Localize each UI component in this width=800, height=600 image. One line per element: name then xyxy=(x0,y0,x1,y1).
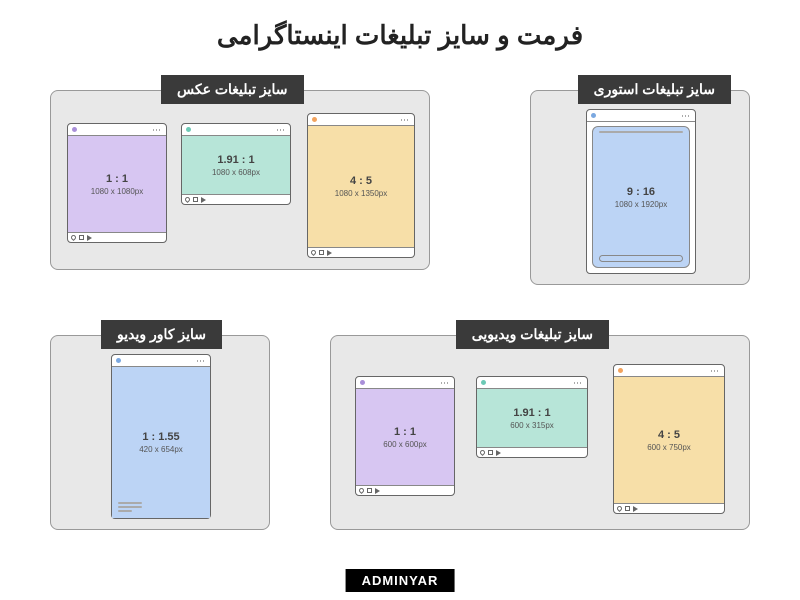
caption-lines-icon xyxy=(118,500,142,512)
dot-icon xyxy=(360,380,365,385)
heart-icon xyxy=(70,234,77,241)
ratio-text: 1 : 1 xyxy=(106,173,128,185)
ratio-text: 1.91 : 1 xyxy=(513,407,550,419)
dot-icon xyxy=(116,358,121,363)
menu-icon xyxy=(276,129,286,131)
cover-card: 1 : 1.55 420 x 654px xyxy=(111,354,211,519)
comment-icon xyxy=(625,506,630,511)
menu-icon xyxy=(440,382,450,384)
dot-icon xyxy=(72,127,77,132)
card-header xyxy=(308,114,414,126)
heart-icon xyxy=(310,249,317,256)
card-footer xyxy=(614,503,724,513)
story-inner: 9 : 16 1080 x 1920px xyxy=(592,126,690,268)
dot-icon xyxy=(618,368,623,373)
panel-cover-label: سایز کاور ویدیو xyxy=(101,320,222,349)
share-icon xyxy=(375,488,383,494)
ratio-text: 1.91 : 1 xyxy=(217,154,254,166)
panel-story-label: سایز تبلیغات استوری xyxy=(578,75,731,104)
video-card-1-1: 1 : 1 600 x 600px xyxy=(355,376,455,496)
menu-icon xyxy=(710,370,720,372)
share-icon xyxy=(496,450,504,456)
card-body: 1.91 : 1 600 x 315px xyxy=(477,389,587,447)
card-header xyxy=(614,365,724,377)
panel-video-label: سایز تبلیغات ویدیویی xyxy=(456,320,609,349)
page-title: فرمت و سایز تبلیغات اینستاگرامی xyxy=(0,0,800,65)
dot-icon xyxy=(312,117,317,122)
heart-icon xyxy=(358,487,365,494)
dot-icon xyxy=(481,380,486,385)
story-reply-icon xyxy=(599,255,683,262)
ratio-text: 9 : 16 xyxy=(627,186,655,198)
ratio-text: 1 : 1.55 xyxy=(142,431,179,443)
dim-text: 1080 x 1350px xyxy=(335,189,388,198)
menu-icon xyxy=(196,360,206,362)
card-footer xyxy=(356,485,454,495)
photo-card-1-1: 1 : 1 1080 x 1080px xyxy=(67,123,167,243)
dot-icon xyxy=(186,127,191,132)
menu-icon xyxy=(152,129,162,131)
heart-icon xyxy=(479,449,486,456)
dim-text: 1080 x 608px xyxy=(212,168,260,177)
dot-icon xyxy=(591,113,596,118)
panel-video: سایز تبلیغات ویدیویی 1 : 1 600 x 600px 1… xyxy=(330,335,750,530)
comment-icon xyxy=(367,488,372,493)
card-header xyxy=(356,377,454,389)
dim-text: 1080 x 1080px xyxy=(91,187,144,196)
card-header xyxy=(587,110,695,122)
comment-icon xyxy=(79,235,84,240)
panel-story: سایز تبلیغات استوری 9 : 16 1080 x 1920px xyxy=(530,90,750,285)
menu-icon xyxy=(400,119,410,121)
card-footer xyxy=(182,194,290,204)
video-card-4-5: 4 : 5 600 x 750px xyxy=(613,364,725,514)
menu-icon xyxy=(573,382,583,384)
share-icon xyxy=(633,506,641,512)
card-header xyxy=(112,355,210,367)
heart-icon xyxy=(184,196,191,203)
dim-text: 600 x 600px xyxy=(383,440,427,449)
comment-icon xyxy=(319,250,324,255)
card-header xyxy=(477,377,587,389)
card-body: 4 : 5 1080 x 1350px xyxy=(308,126,414,247)
ratio-text: 4 : 5 xyxy=(350,175,372,187)
heart-icon xyxy=(616,505,623,512)
ratio-text: 4 : 5 xyxy=(658,429,680,441)
story-card: 9 : 16 1080 x 1920px xyxy=(586,109,696,274)
comment-icon xyxy=(193,197,198,202)
dim-text: 1080 x 1920px xyxy=(615,200,668,209)
share-icon xyxy=(327,250,335,256)
brand-footer: ADMINYAR xyxy=(346,569,455,592)
share-icon xyxy=(87,235,95,241)
photo-card-4-5: 4 : 5 1080 x 1350px xyxy=(307,113,415,258)
menu-icon xyxy=(681,115,691,117)
dim-text: 420 x 654px xyxy=(139,445,183,454)
dim-text: 600 x 750px xyxy=(647,443,691,452)
video-card-191-1: 1.91 : 1 600 x 315px xyxy=(476,376,588,458)
panel-photo-label: سایز تبلیغات عکس xyxy=(161,75,304,104)
card-body: 1 : 1.55 420 x 654px xyxy=(112,367,210,518)
comment-icon xyxy=(488,450,493,455)
card-body: 4 : 5 600 x 750px xyxy=(614,377,724,503)
panel-cover: سایز کاور ویدیو 1 : 1.55 420 x 654px xyxy=(50,335,270,530)
card-footer xyxy=(68,232,166,242)
photo-card-191-1: 1.91 : 1 1080 x 608px xyxy=(181,123,291,205)
card-body: 1.91 : 1 1080 x 608px xyxy=(182,136,290,194)
share-icon xyxy=(201,197,209,203)
dim-text: 600 x 315px xyxy=(510,421,554,430)
card-footer xyxy=(477,447,587,457)
card-footer xyxy=(308,247,414,257)
ratio-text: 1 : 1 xyxy=(394,426,416,438)
card-header xyxy=(182,124,290,136)
card-header xyxy=(68,124,166,136)
card-body: 1 : 1 1080 x 1080px xyxy=(68,136,166,232)
card-body: 1 : 1 600 x 600px xyxy=(356,389,454,485)
panel-photo: سایز تبلیغات عکس 1 : 1 1080 x 1080px 1.9… xyxy=(50,90,430,270)
progress-bar-icon xyxy=(599,131,683,133)
